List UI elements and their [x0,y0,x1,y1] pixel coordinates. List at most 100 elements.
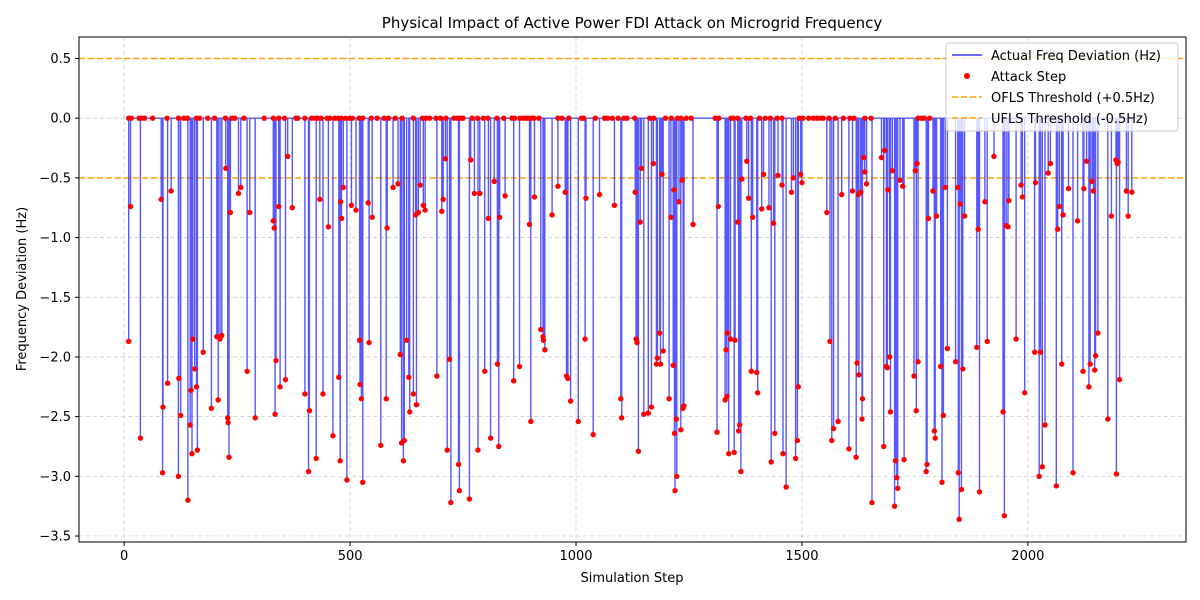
attack-point [806,115,812,121]
attack-point [657,361,664,367]
chart-title: Physical Impact of Active Power FDI Atta… [382,14,883,32]
attack-point [177,412,184,419]
attack-point [273,357,279,364]
attack-point [1013,336,1019,342]
attack-point [738,468,744,475]
attack-point [939,479,945,486]
attack-point [270,115,276,121]
attack-point [415,209,422,216]
y-tick-label: −1.0 [39,231,71,246]
attack-point [336,374,342,380]
attack-point [1037,349,1044,355]
attack-point [395,181,401,187]
attack-point [496,214,503,220]
attack-point [772,430,778,437]
attack-point [779,182,785,188]
attack-point [930,188,936,194]
attack-point [1065,185,1072,192]
attack-point [869,499,875,506]
attack-point [219,332,225,339]
attack-point [318,115,324,121]
attack-point [413,402,420,408]
attack-point [374,115,380,121]
attack-point [158,196,164,203]
attack-point [128,115,135,121]
attack-point [1005,224,1011,230]
y-tick-label: −1.5 [39,291,71,306]
attack-point [854,360,860,366]
attack-point [820,115,826,121]
attack-point [666,396,672,402]
x-tick-label: 1000 [559,549,592,564]
attack-point [442,156,449,162]
attack-point [788,189,795,195]
attack-point [846,446,852,452]
attack-point [840,115,847,121]
attack-point [271,225,277,231]
attack-point [469,115,475,121]
attack-point [974,344,980,351]
attack-point [650,160,656,167]
attack-point [961,213,968,219]
attack-point [783,484,789,490]
attack-point [590,431,596,438]
attack-point [241,115,247,121]
attack-point [835,418,841,425]
attack-point [1059,361,1065,367]
attack-point [795,384,802,390]
attack-point [991,153,997,160]
attack-point [399,115,405,121]
attack-point [775,172,781,179]
attack-point [592,115,599,121]
attack-point [1070,470,1076,476]
y-tick-label: −3.5 [39,530,71,545]
attack-point [434,373,440,379]
attack-point [516,363,523,370]
attack-point [285,153,291,160]
attack-point [226,454,232,460]
attack-point [862,115,868,121]
attack-point [496,443,502,450]
attack-point [794,437,801,444]
attack-point [857,189,864,195]
attack-point [976,489,983,495]
attack-point [1080,368,1086,374]
attack-point [475,447,481,453]
legend-point-swatch [964,73,970,79]
attack-point [914,160,920,167]
attack-point [931,428,938,434]
attack-point [189,450,195,457]
x-tick-label: 500 [338,549,363,564]
attack-point [325,224,332,230]
attack-point [760,171,767,177]
attack-point [1105,416,1111,422]
attack-point [762,115,769,121]
attack-point [884,364,891,371]
attack-point [830,425,837,432]
attack-point [921,115,928,121]
attack-point [365,200,371,206]
attack-point [184,115,191,121]
attack-point [474,115,481,121]
attack-point [384,225,390,231]
attack-point [656,330,663,336]
attack-point [477,190,483,197]
attack-point [392,115,398,121]
legend-label-ofls: OFLS Threshold (+0.5Hz) [991,91,1155,106]
attack-point [164,115,170,121]
attack-point [641,411,647,417]
attack-point [923,468,929,475]
attack-point [403,337,410,343]
attack-point [401,437,408,444]
attack-point [317,196,323,203]
attack-point [672,487,678,494]
attack-point [191,366,198,372]
attack-point [632,115,638,121]
attack-point [1053,483,1060,489]
attack-point [851,115,857,121]
x-tick-label: 2000 [1011,549,1044,564]
attack-point [353,207,359,213]
attack-point [913,407,919,414]
attack-point [745,195,752,201]
attack-point [302,391,308,397]
